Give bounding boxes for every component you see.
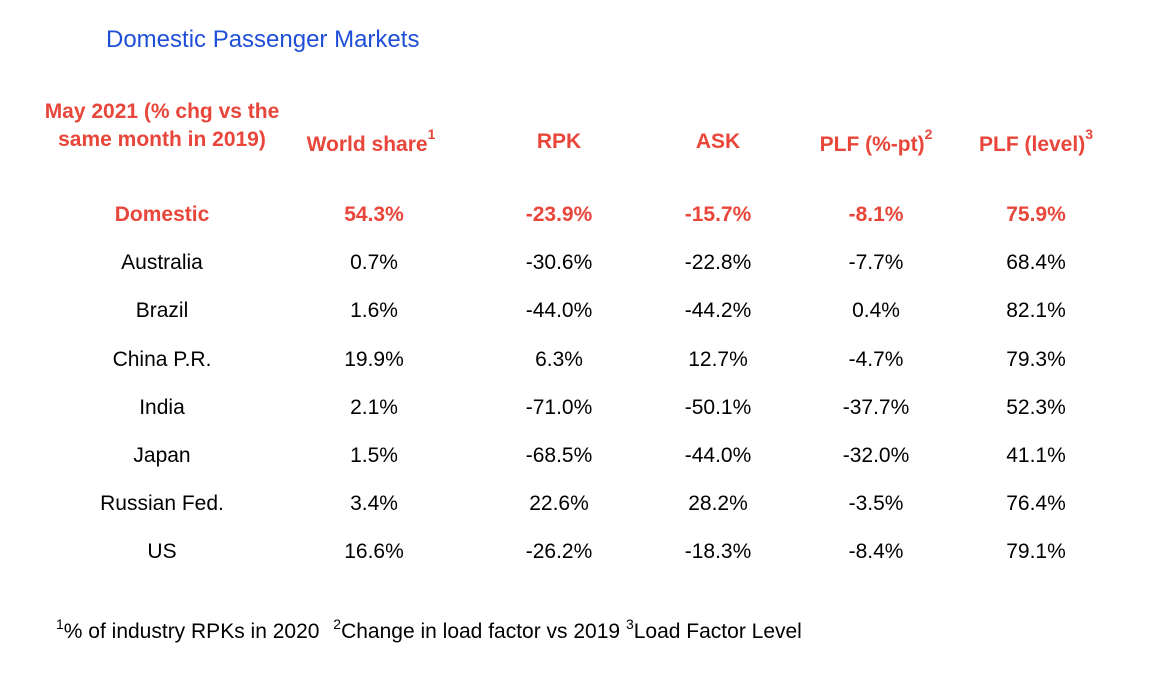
header-ask: ASK <box>695 130 741 153</box>
cell-plf-pt: -8.4% <box>848 540 904 563</box>
header-plf-level-label: PLF (level) <box>979 133 1086 156</box>
cell-world-share: 3.4% <box>350 492 398 515</box>
cell-market: Brazil <box>135 299 189 322</box>
cell-ask: -44.0% <box>684 444 752 467</box>
footnote-3-sup: 3 <box>625 616 634 632</box>
cell-world-share: 16.6% <box>344 540 404 563</box>
header-plf-pt-sup: 2 <box>924 126 933 142</box>
header-world-share-sup: 1 <box>427 126 436 142</box>
cell-world-share: 2.1% <box>350 396 398 419</box>
header-plf-level-sup: 3 <box>1085 126 1093 142</box>
header-rpk: RPK <box>536 130 582 153</box>
cell-world-share: 1.5% <box>350 444 398 467</box>
header-plf-pt: PLF (%-pt)2 <box>819 127 933 159</box>
footnotes: 1% of industry RPKs in 2020 2Change in l… <box>56 617 802 644</box>
table-row-domestic: Domestic 54.3% -23.9% -15.7% -8.1% 75.9% <box>0 203 1164 233</box>
table-row: Russian Fed. 3.4% 22.6% 28.2% -3.5% 76.4% <box>0 492 1164 522</box>
footnote-3-text: Load Factor Level <box>633 620 802 643</box>
header-plf-level: PLF (level)3 <box>979 127 1093 159</box>
cell-plf-pt: 0.4% <box>852 299 900 322</box>
cell-ask: 12.7% <box>688 348 748 371</box>
header-world-share: World share1 <box>306 127 436 159</box>
footnote-2-text: Change in load factor vs 2019 <box>341 620 621 643</box>
cell-rpk: -44.0% <box>525 299 593 322</box>
cell-market: US <box>147 540 177 563</box>
cell-world-share: 1.6% <box>350 299 398 322</box>
header-plf-pt-label: PLF (%-pt) <box>819 133 925 156</box>
cell-rpk: 6.3% <box>535 348 583 371</box>
cell-rpk: 22.6% <box>529 492 589 515</box>
cell-plf-level: 75.9% <box>1006 203 1066 226</box>
footnote-1-text: % of industry RPKs in 2020 <box>63 620 320 643</box>
cell-market: India <box>139 396 185 419</box>
cell-world-share: 19.9% <box>344 348 404 371</box>
table-row: Australia 0.7% -30.6% -22.8% -7.7% 68.4% <box>0 251 1164 281</box>
cell-market: Japan <box>133 444 191 467</box>
table-row: India 2.1% -71.0% -50.1% -37.7% 52.3% <box>0 396 1164 426</box>
cell-ask: -15.7% <box>684 203 752 226</box>
cell-ask: -50.1% <box>684 396 752 419</box>
cell-plf-pt: -7.7% <box>848 251 904 274</box>
cell-market: Russian Fed. <box>100 492 224 515</box>
cell-rpk: -30.6% <box>525 251 593 274</box>
cell-market: Australia <box>121 251 203 274</box>
cell-rpk: -71.0% <box>525 396 593 419</box>
table-row: China P.R. 19.9% 6.3% 12.7% -4.7% 79.3% <box>0 348 1164 378</box>
cell-plf-pt: -8.1% <box>848 203 904 226</box>
footnote-1-sup: 1 <box>56 616 64 632</box>
cell-plf-pt: -32.0% <box>842 444 910 467</box>
cell-plf-pt: -4.7% <box>848 348 904 371</box>
cell-plf-level: 79.3% <box>1006 348 1066 371</box>
cell-plf-pt: -37.7% <box>842 396 910 419</box>
cell-ask: -44.2% <box>684 299 752 322</box>
cell-world-share: 0.7% <box>350 251 398 274</box>
cell-plf-level: 41.1% <box>1006 444 1066 467</box>
cell-plf-level: 76.4% <box>1006 492 1066 515</box>
page-title: Domestic Passenger Markets <box>106 26 420 53</box>
header-world-share-label: World share <box>306 133 428 156</box>
table-row: Brazil 1.6% -44.0% -44.2% 0.4% 82.1% <box>0 299 1164 329</box>
cell-plf-pt: -3.5% <box>848 492 904 515</box>
cell-plf-level: 82.1% <box>1006 299 1066 322</box>
cell-ask: 28.2% <box>688 492 748 515</box>
cell-plf-level: 79.1% <box>1006 540 1066 563</box>
cell-ask: -18.3% <box>684 540 752 563</box>
header-period: May 2021 (% chg vs the same month in 201… <box>44 100 280 151</box>
table-row: US 16.6% -26.2% -18.3% -8.4% 79.1% <box>0 540 1164 570</box>
cell-ask: -22.8% <box>684 251 752 274</box>
table-row: Japan 1.5% -68.5% -44.0% -32.0% 41.1% <box>0 444 1164 474</box>
cell-rpk: -68.5% <box>525 444 593 467</box>
cell-world-share: 54.3% <box>344 203 404 226</box>
cell-market: China P.R. <box>112 348 212 371</box>
cell-rpk: -23.9% <box>525 203 593 226</box>
footnote-2-sup: 2 <box>333 616 342 632</box>
cell-rpk: -26.2% <box>525 540 593 563</box>
cell-plf-level: 68.4% <box>1006 251 1066 274</box>
cell-market: Domestic <box>114 203 210 226</box>
cell-plf-level: 52.3% <box>1006 396 1066 419</box>
